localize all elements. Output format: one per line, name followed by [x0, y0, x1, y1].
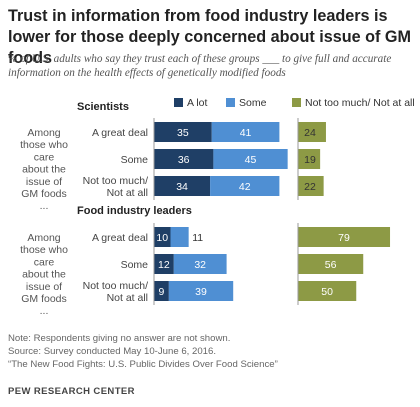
- side-label-line: ...: [40, 200, 49, 212]
- data-label-not-too-much: 79: [338, 232, 350, 244]
- category-label: Not too much/: [83, 175, 148, 187]
- panel-title-1: Food industry leaders: [77, 205, 192, 217]
- data-label-not-too-much: 24: [304, 127, 316, 139]
- side-label-line: about the: [22, 164, 66, 176]
- footer-report: “The New Food Fights: U.S. Public Divide…: [8, 359, 278, 370]
- legend-swatch-1: [226, 98, 235, 107]
- data-label-a-lot: 12: [158, 259, 170, 271]
- bar-a-lot: [154, 149, 214, 169]
- bar-a-lot: [154, 281, 169, 301]
- panel-title-0: Scientists: [77, 101, 129, 113]
- side-label-line: those who: [20, 139, 68, 151]
- data-label-not-too-much: 19: [304, 154, 316, 166]
- data-label-some: 45: [245, 154, 257, 166]
- data-label-a-lot: 10: [156, 232, 168, 244]
- data-label-not-too-much: 56: [325, 259, 337, 271]
- data-label-a-lot: 36: [178, 154, 190, 166]
- data-label-some: 11: [192, 232, 203, 244]
- side-label-line: those who: [20, 244, 68, 256]
- data-label-some: 42: [239, 181, 251, 193]
- side-label-line: GM foods: [21, 293, 67, 305]
- chart-svg: A lot Some Not too much/ Not at all Scienti…: [20, 97, 415, 317]
- bar-some: [168, 281, 234, 301]
- bar-some: [210, 176, 280, 196]
- side-label-line: Among: [27, 232, 60, 244]
- data-label-not-too-much: 22: [304, 181, 316, 193]
- bar-a-lot: [154, 122, 212, 142]
- side-label-line: about the: [22, 269, 66, 281]
- legend-swatch-2: [292, 98, 301, 107]
- bar-some: [173, 254, 227, 274]
- data-label-a-lot: 34: [176, 181, 188, 193]
- side-label-line: care: [34, 151, 55, 163]
- side-label-line: GM foods: [21, 188, 67, 200]
- legend-swatch-0: [174, 98, 183, 107]
- pew-logo-text: PEW RESEARCH CENTER: [8, 386, 135, 397]
- legend-label-0: A lot: [187, 97, 208, 109]
- bar-not-too-much: [298, 149, 321, 169]
- bar-not-too-much: [298, 122, 326, 142]
- chart-title: Trust in information from food industry …: [8, 7, 411, 67]
- category-label: A great deal: [92, 127, 148, 139]
- bar-not-too-much: [298, 254, 364, 274]
- bar-a-lot: [154, 227, 171, 247]
- footer-note: Note: Respondents giving no answer are n…: [8, 333, 231, 344]
- category-label: Not too much/: [83, 280, 148, 292]
- side-label-line: care: [34, 256, 55, 268]
- side-label-line: issue of: [26, 281, 62, 293]
- bar-a-lot: [154, 176, 211, 196]
- legend-label-2: Not too much/ Not at all: [305, 97, 415, 109]
- bar-some: [213, 149, 288, 169]
- category-label: Not at all: [107, 292, 148, 304]
- side-label-line: ...: [40, 305, 49, 317]
- footer-source: Source: Survey conducted May 10-June 6, …: [8, 346, 216, 357]
- bar-not-too-much: [298, 281, 357, 301]
- data-label-some: 39: [195, 286, 207, 298]
- bar-not-too-much: [298, 176, 324, 196]
- category-label: Some: [121, 259, 149, 271]
- bar-some: [211, 122, 280, 142]
- data-label-a-lot: 35: [177, 127, 189, 139]
- category-label: Not at all: [107, 187, 148, 199]
- data-label-some: 32: [194, 259, 206, 271]
- side-label-line: issue of: [26, 176, 62, 188]
- category-label: Some: [121, 154, 149, 166]
- bar-not-too-much: [298, 227, 391, 247]
- chart-subtitle: % of U.S. adults who say they trust each…: [8, 53, 392, 79]
- data-label-not-too-much: 50: [321, 286, 333, 298]
- category-label: A great deal: [92, 232, 148, 244]
- bar-some: [170, 227, 189, 247]
- legend-label-1: Some: [239, 97, 267, 109]
- data-label-a-lot: 9: [159, 286, 165, 298]
- data-label-some: 41: [240, 127, 252, 139]
- bar-a-lot: [154, 254, 174, 274]
- side-label-line: Among: [27, 127, 60, 139]
